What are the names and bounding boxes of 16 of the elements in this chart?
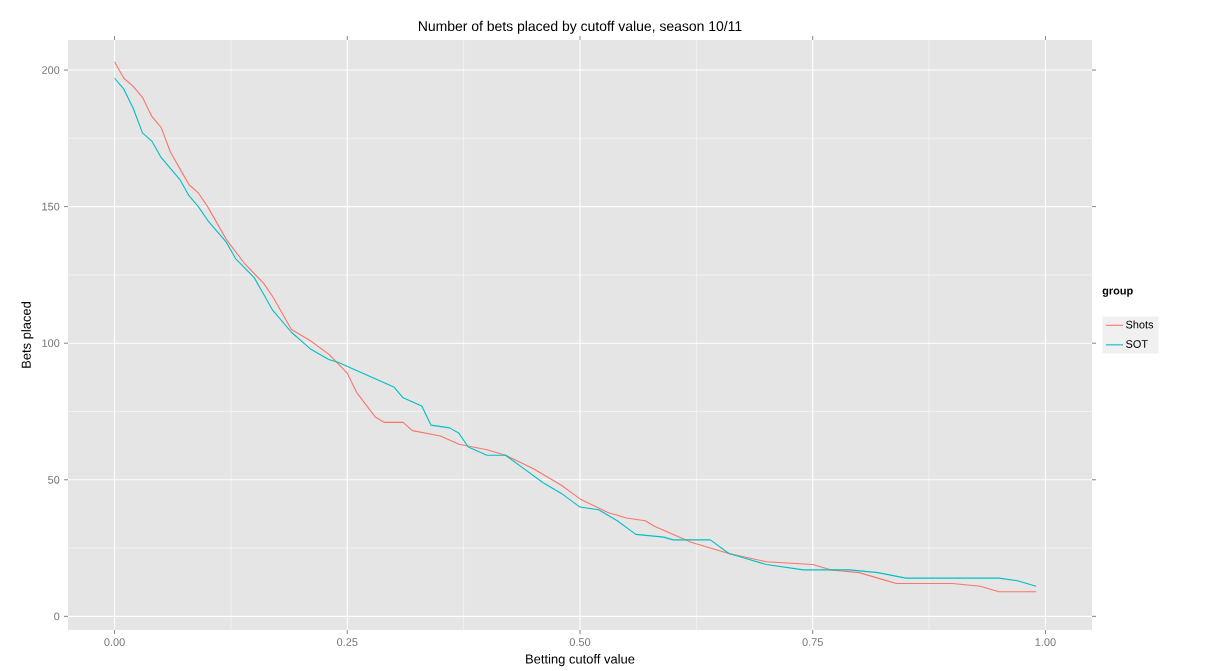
y-tick-label: 50 (48, 475, 60, 484)
x-tick-label: 0.50 (569, 638, 591, 646)
x-tick-label: 0.25 (337, 638, 358, 646)
x-axis-title: Betting cutoff value (526, 654, 635, 667)
legend-label: Shots (1126, 320, 1154, 329)
x-tick-label: 1.00 (1035, 638, 1056, 646)
legend-label: SOT (1126, 340, 1148, 348)
y-tick-label: 150 (42, 202, 60, 211)
y-axis-title: Bets placed (21, 302, 34, 368)
y-tick-label: 200 (42, 66, 60, 74)
x-tick-label: 0.00 (104, 638, 125, 646)
chart-title: Number of bets placed by cutoff value, season 10/11 (418, 20, 742, 34)
y-tick-label: 100 (42, 339, 60, 348)
x-tick-label: 0.75 (802, 638, 823, 646)
legend-title: group (1102, 288, 1133, 297)
y-tick-label: 0 (54, 612, 60, 621)
